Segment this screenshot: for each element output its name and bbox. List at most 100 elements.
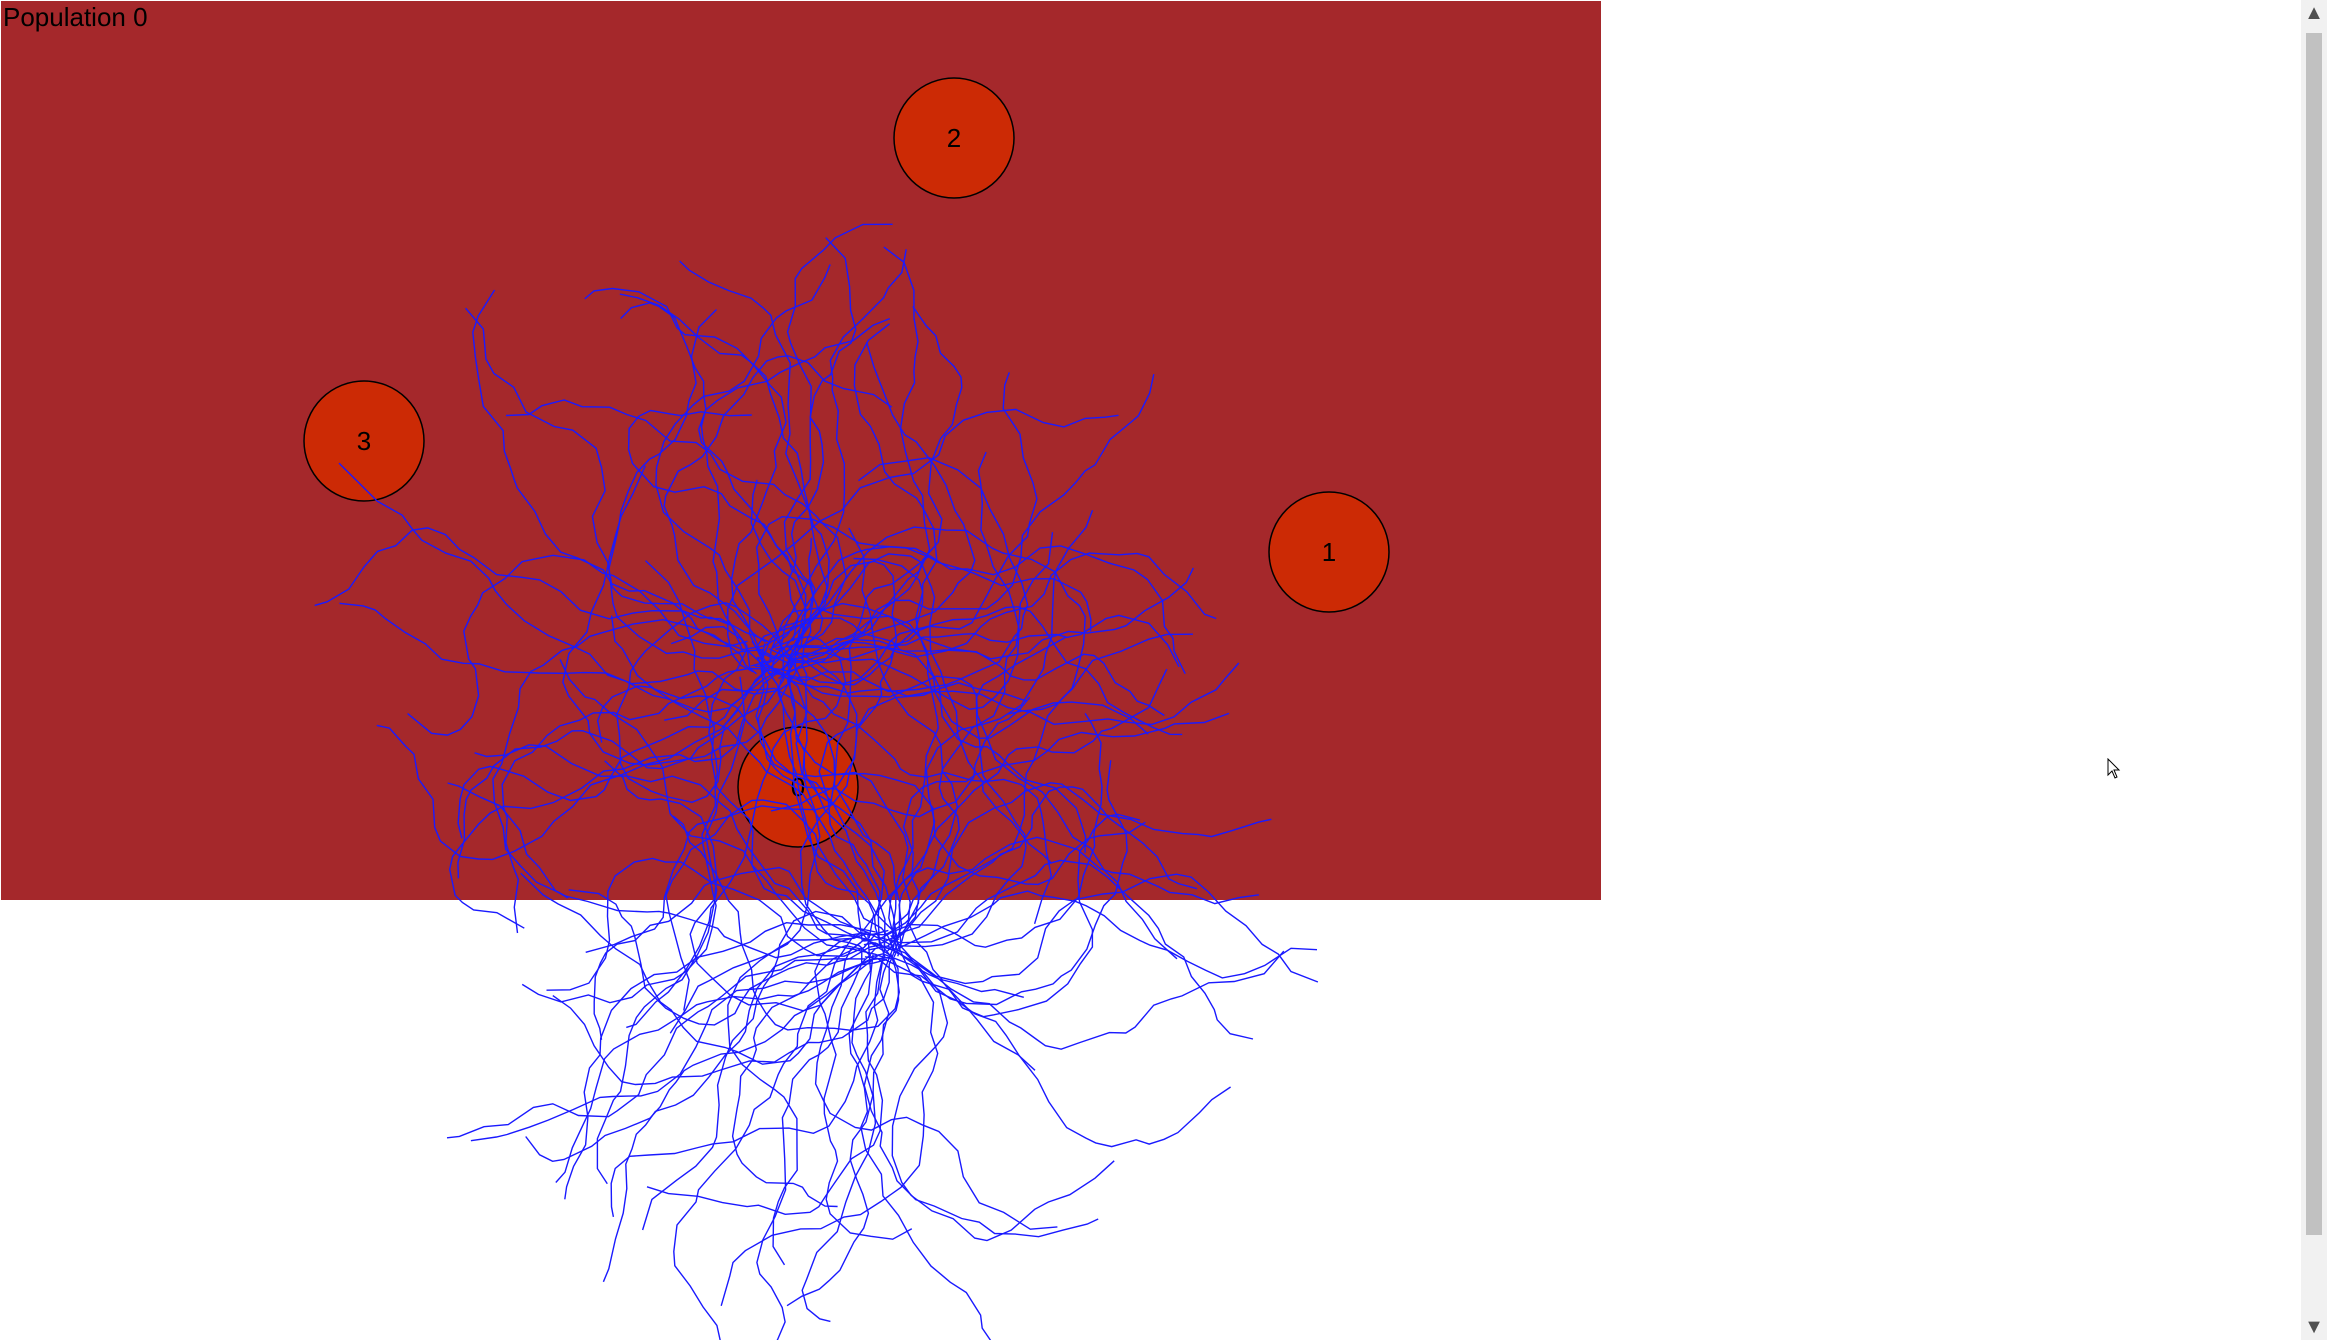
- agent-trail: [788, 606, 1183, 736]
- agent-trail: [754, 614, 1180, 672]
- agent-trail: [472, 289, 742, 650]
- agent-trail: [446, 958, 866, 1139]
- agent-trail: [596, 685, 900, 941]
- agent-trail: [447, 782, 869, 959]
- agent-trail: [885, 633, 1193, 936]
- agent-trail: [620, 302, 814, 642]
- agent-trail: [863, 942, 1231, 1148]
- agent-trail: [786, 223, 893, 642]
- agent-trail: [771, 545, 1186, 675]
- agent-trail: [755, 643, 1031, 818]
- agent-trail: [848, 954, 992, 1340]
- agent-trail: [786, 552, 1217, 660]
- agent-trail: [796, 456, 1029, 693]
- agent-trail: [655, 264, 831, 672]
- chevron-down-icon[interactable]: ▼: [2304, 1316, 2324, 1338]
- agent-trail: [876, 760, 1128, 1006]
- agent-trail: [887, 945, 1115, 1242]
- agent-trail: [672, 815, 901, 1032]
- agent-trail: [869, 782, 1272, 951]
- agent-trail: [465, 307, 772, 644]
- agent-trail: [818, 682, 1028, 957]
- agent-trail: [888, 668, 1168, 937]
- agent-trail: [794, 553, 1052, 864]
- agent-trail: [474, 744, 872, 941]
- agent-trail: [520, 872, 880, 1065]
- agent-trail: [899, 890, 1318, 979]
- agent-trail: [767, 372, 1038, 685]
- agent-trail: [521, 648, 748, 1004]
- population-label: Population 0: [3, 2, 148, 32]
- agent-trail: [593, 866, 895, 1040]
- target-3: 3: [303, 380, 425, 502]
- agent-trail: [794, 374, 1155, 649]
- agent-trail: [872, 943, 1285, 1050]
- agent-trail: [889, 786, 1198, 945]
- agent-trail: [641, 910, 889, 1231]
- agent-trail: [756, 656, 1024, 998]
- agent-trail: [814, 933, 913, 1240]
- agent-trail: [596, 676, 746, 1185]
- agent-trail: [731, 938, 866, 1208]
- agent-trail: [314, 527, 751, 671]
- agent-trail: [771, 249, 907, 678]
- scroll-thumb[interactable]: [2306, 33, 2322, 1235]
- agent-trail: [457, 652, 795, 879]
- agent-trail: [673, 931, 863, 1340]
- agent-trail: [585, 799, 875, 953]
- agent-trail: [775, 246, 931, 650]
- agent-trail: [470, 956, 890, 1142]
- agent-trail: [645, 560, 877, 945]
- agent-trail: [727, 933, 864, 1266]
- agent-trail: [564, 921, 876, 1200]
- agent-trail: [616, 602, 792, 804]
- agent-trail: [795, 538, 886, 948]
- agent-trail: [619, 293, 830, 667]
- agent-trail: [669, 640, 821, 1034]
- agent-trail: [448, 671, 779, 929]
- agent-trail: [610, 937, 886, 1218]
- agent-trail: [664, 687, 872, 957]
- agent-trail: [627, 409, 807, 671]
- agent-trail: [897, 712, 1230, 957]
- agent-trail: [727, 408, 1119, 673]
- agent-trail: [873, 532, 1054, 948]
- vertical-scrollbar[interactable]: ▲ ▼: [2301, 0, 2327, 1340]
- agent-trail: [768, 641, 1165, 717]
- target-1: 1: [1268, 491, 1390, 613]
- agent-trail: [791, 660, 1178, 960]
- agent-trail: [861, 509, 1094, 932]
- agent-trail: [863, 931, 1099, 1238]
- agent-trail: [663, 355, 893, 643]
- agent-trail: [890, 873, 1319, 985]
- agent-trail: [899, 636, 1067, 948]
- agent-trail: [610, 615, 886, 958]
- agent-trail: [670, 625, 896, 954]
- agent-trail: [786, 934, 874, 1307]
- agent-trail: [758, 656, 1240, 726]
- agent-trail: [750, 479, 863, 942]
- chevron-up-icon[interactable]: ▲: [2304, 2, 2324, 24]
- agent-trail: [756, 948, 863, 1340]
- target-label: 2: [947, 123, 961, 153]
- agent-trail: [853, 557, 939, 955]
- agent-trail: [814, 942, 1058, 1230]
- agent-trail: [492, 618, 757, 899]
- mouse-pointer-icon: [2107, 758, 2121, 779]
- agent-trail: [604, 760, 875, 1012]
- agent-trail: [376, 669, 767, 861]
- target-label: 1: [1322, 537, 1336, 567]
- agent-trail: [764, 663, 1053, 924]
- agent-trail: [778, 306, 963, 680]
- agent-trail: [568, 889, 882, 1026]
- agent-trail: [562, 465, 792, 766]
- target-circle: [893, 77, 1015, 199]
- agent-trail: [740, 560, 898, 812]
- target-circle: [1268, 491, 1390, 613]
- agent-trail: [626, 635, 847, 1029]
- agent-trail: [783, 237, 857, 668]
- agent-trail: [501, 667, 779, 934]
- agent-trail: [552, 942, 899, 1086]
